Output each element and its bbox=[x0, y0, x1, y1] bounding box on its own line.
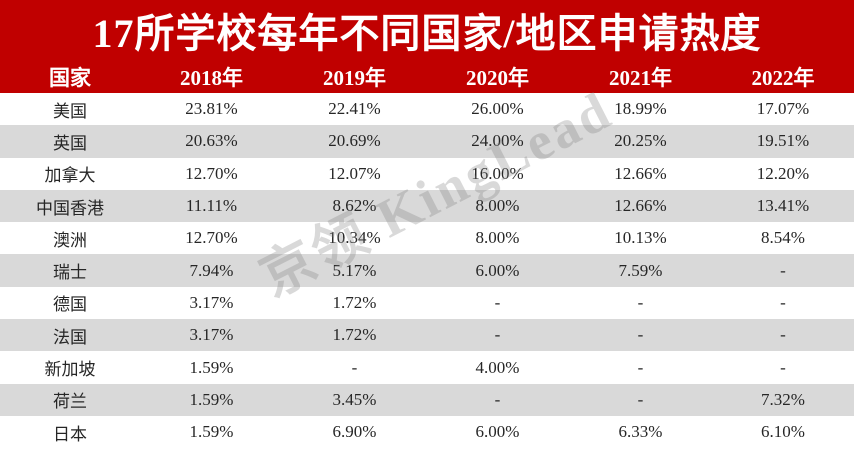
country-cell: 法国 bbox=[53, 327, 87, 347]
value-cell: 6.33% bbox=[618, 422, 663, 442]
table-row: 加拿大 12.70% 12.07% 16.00% 12.66% 12.20% bbox=[0, 157, 854, 190]
value-cell: 8.00% bbox=[475, 228, 520, 248]
value-cell: 12.70% bbox=[185, 163, 238, 183]
column-header-2020: 2020年 bbox=[466, 65, 529, 90]
column-header-2022: 2022年 bbox=[751, 65, 815, 90]
value-cell: 20.25% bbox=[614, 131, 667, 151]
value-cell: 6.10% bbox=[761, 422, 805, 442]
value-cell: 1.72% bbox=[332, 292, 377, 312]
table-row: 法国 3.17% 1.72% - - - bbox=[0, 319, 854, 352]
country-cell: 荷兰 bbox=[53, 392, 87, 412]
value-cell: - bbox=[637, 357, 644, 377]
value-cell: 5.17% bbox=[332, 260, 377, 280]
value-cell: 6.00% bbox=[475, 422, 520, 442]
table-row: 美国 23.81% 22.41% 26.00% 18.99% 17.07% bbox=[0, 93, 854, 126]
country-cell: 加拿大 bbox=[44, 166, 96, 186]
value-cell: 3.17% bbox=[189, 292, 234, 312]
value-cell: 12.66% bbox=[614, 163, 667, 183]
country-cell: 中国香港 bbox=[36, 198, 104, 218]
column-header-country: 国家 bbox=[49, 65, 91, 90]
table-row: 英国 20.63% 20.69% 24.00% 20.25% 19.51% bbox=[0, 125, 854, 158]
country-cell: 瑞士 bbox=[53, 263, 87, 283]
value-cell: 22.41% bbox=[328, 99, 381, 119]
value-cell: 12.07% bbox=[328, 163, 381, 183]
value-cell: 24.00% bbox=[471, 131, 524, 151]
country-cell: 日本 bbox=[53, 424, 87, 444]
country-cell: 英国 bbox=[53, 133, 87, 153]
table-row: 瑞士 7.94% 5.17% 6.00% 7.59% - bbox=[0, 254, 854, 287]
value-cell: 11.11% bbox=[185, 196, 238, 216]
value-cell: 1.72% bbox=[332, 325, 377, 345]
value-cell: 10.34% bbox=[328, 228, 381, 248]
value-cell: - bbox=[637, 292, 644, 312]
column-header-2021: 2021年 bbox=[609, 65, 672, 90]
value-cell: - bbox=[351, 357, 358, 377]
value-cell: - bbox=[494, 389, 501, 409]
value-cell: 3.17% bbox=[189, 325, 234, 345]
value-cell: - bbox=[637, 325, 644, 345]
value-cell: 16.00% bbox=[471, 163, 524, 183]
value-cell: 7.32% bbox=[761, 389, 805, 409]
value-cell: - bbox=[780, 292, 786, 312]
table-row: 日本 1.59% 6.90% 6.00% 6.33% 6.10% bbox=[0, 415, 854, 449]
table-row: 中国香港 11.11% 8.62% 8.00% 12.66% 13.41% bbox=[0, 189, 854, 223]
value-cell: 6.00% bbox=[475, 260, 520, 280]
column-header-2019: 2019年 bbox=[323, 65, 386, 90]
value-cell: 20.63% bbox=[185, 131, 238, 151]
table-row: 荷兰 1.59% 3.45% - - 7.32% bbox=[0, 383, 854, 416]
value-cell: - bbox=[494, 325, 501, 345]
value-cell: 12.66% bbox=[614, 196, 667, 216]
value-cell: 3.45% bbox=[332, 389, 377, 409]
page-title: 17所学校每年不同国家/地区申请热度 bbox=[92, 11, 762, 56]
country-cell: 澳洲 bbox=[53, 230, 87, 250]
value-cell: 10.13% bbox=[614, 228, 667, 248]
value-cell: 1.59% bbox=[189, 389, 234, 409]
value-cell: 4.00% bbox=[475, 357, 520, 377]
value-cell: 18.99% bbox=[614, 99, 667, 119]
value-cell: 13.41% bbox=[756, 196, 810, 216]
value-cell: 7.94% bbox=[189, 260, 234, 280]
table-header-row: 国家 2018年 2019年 2020年 2021年 2022年 bbox=[0, 60, 854, 93]
table-row: 新加坡 1.59% - 4.00% - - bbox=[0, 351, 854, 384]
value-cell: 19.51% bbox=[756, 131, 810, 151]
table-body: 美国 23.81% 22.41% 26.00% 18.99% 17.07% 英国 20.63%… bbox=[0, 93, 854, 449]
value-cell: 8.62% bbox=[332, 196, 377, 216]
value-cell: 12.70% bbox=[185, 228, 238, 248]
value-cell: - bbox=[780, 260, 786, 280]
table-row: 德国 3.17% 1.72% - - - bbox=[0, 286, 854, 320]
country-cell: 美国 bbox=[53, 101, 87, 121]
value-cell: - bbox=[637, 389, 644, 409]
value-cell: 8.54% bbox=[761, 228, 805, 248]
country-cell: 德国 bbox=[53, 295, 87, 315]
country-cell: 新加坡 bbox=[44, 360, 96, 380]
value-cell: 6.90% bbox=[332, 422, 377, 442]
title-banner: 17所学校每年不同国家/地区申请热度 国家 2018年 2019年 2020年 … bbox=[0, 0, 854, 93]
value-cell: 12.20% bbox=[756, 163, 810, 183]
value-cell: - bbox=[780, 325, 786, 345]
column-header-2018: 2018年 bbox=[180, 65, 243, 90]
value-cell: - bbox=[780, 357, 786, 377]
value-cell: 8.00% bbox=[475, 196, 520, 216]
value-cell: 26.00% bbox=[471, 99, 524, 119]
value-cell: - bbox=[494, 292, 501, 312]
table-row: 澳洲 12.70% 10.34% 8.00% 10.13% 8.54% bbox=[0, 222, 854, 255]
value-cell: 1.59% bbox=[189, 422, 234, 442]
value-cell: 7.59% bbox=[618, 260, 663, 280]
value-cell: 20.69% bbox=[328, 131, 381, 151]
value-cell: 23.81% bbox=[185, 99, 238, 119]
value-cell: 1.59% bbox=[189, 357, 234, 377]
value-cell: 17.07% bbox=[756, 99, 810, 119]
